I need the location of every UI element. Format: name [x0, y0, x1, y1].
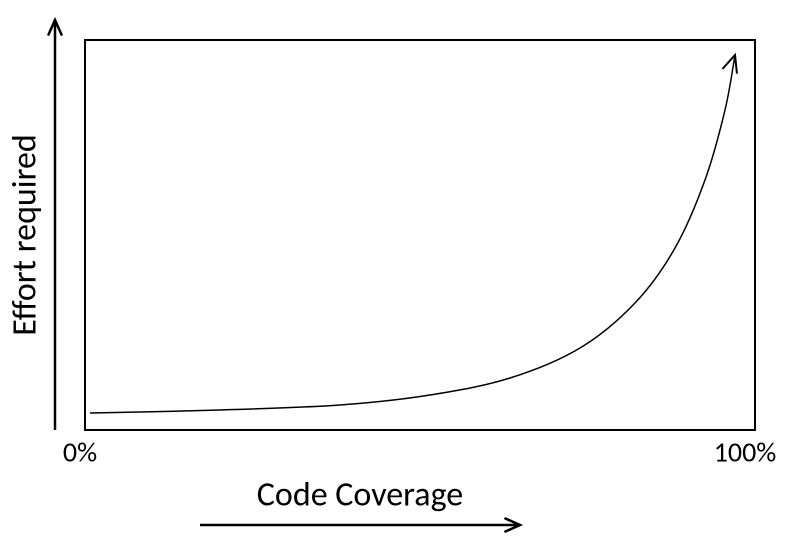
effort-curve-arrow-head [723, 55, 737, 73]
plot-border [85, 40, 755, 430]
x-tick-100: 100% [714, 435, 777, 470]
chart-container: Effort required Code Coverage 0% 100% [0, 0, 787, 546]
chart-svg [0, 0, 787, 546]
x-tick-0: 0% [63, 435, 97, 470]
x-axis-label: Code Coverage [257, 475, 463, 516]
y-axis-label: Effort required [5, 134, 46, 336]
effort-curve [90, 55, 735, 413]
